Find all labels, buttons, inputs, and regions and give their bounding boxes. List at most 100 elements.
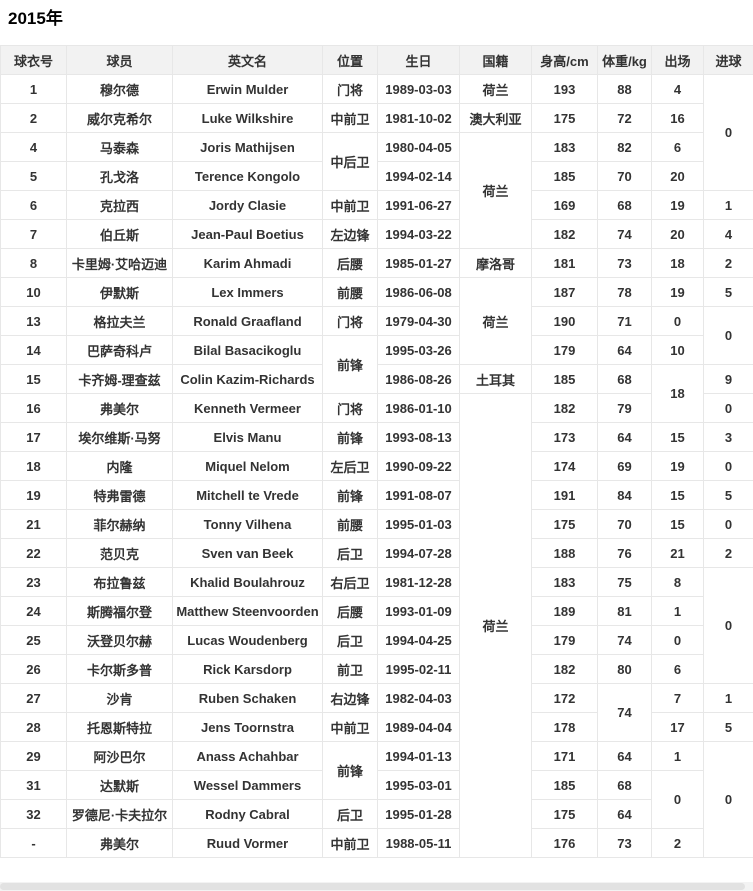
table-cell: 中前卫 — [322, 103, 378, 134]
table-cell: 74 — [597, 625, 652, 656]
table-row: 17 埃尔维斯·马努 Elvis Manu 前锋 1993-08-13 173 64 15 3 — [0, 422, 753, 453]
table-cell: 1989-03-03 — [377, 74, 460, 105]
table-row: 14 巴萨奇科卢 Bilal Basacikoglu 前锋 1995-03-26 179 6… — [0, 335, 753, 395]
table-cell: 0 — [703, 393, 753, 424]
table-cell: 173 — [531, 422, 598, 453]
scrollbar-thumb[interactable] — [0, 883, 746, 891]
table-cell: 72 — [597, 103, 652, 134]
table-cell: 1 — [703, 683, 753, 714]
table-cell: 孔戈洛 — [66, 161, 173, 192]
table-cell: 左后卫 — [322, 451, 378, 482]
table-cell: 中后卫 — [322, 132, 378, 192]
table-cell: 1979-04-30 — [377, 306, 460, 337]
table-cell: 191 — [531, 480, 598, 511]
table-cell: 18 — [651, 364, 704, 424]
table-cell: Tonny Vilhena — [172, 509, 323, 540]
table-cell: 0 — [703, 567, 753, 685]
table-cell: 4 — [651, 74, 704, 105]
table-cell: 荷兰 — [459, 277, 532, 366]
table-row: - 弗美尔 Ruud Vormer 中前卫 1988-05-11 176 73 2 — [0, 828, 753, 859]
table-cell: 182 — [531, 393, 598, 424]
table-cell: 81 — [597, 596, 652, 627]
table-row: 21 菲尔赫纳 Tonny Vilhena 前腰 1995-01-03 175 70 15 0 — [0, 509, 753, 540]
table-cell: 克拉西 — [66, 190, 173, 221]
table-cell: 斯腾福尔登 — [66, 596, 173, 627]
table-cell: Rodny Cabral — [172, 799, 323, 830]
table-cell: Jean-Paul Boetius — [172, 219, 323, 250]
table-cell: 后卫 — [322, 538, 378, 569]
table-cell: 181 — [531, 248, 598, 279]
table-cell: 13 — [0, 306, 67, 337]
table-cell: 74 — [597, 683, 652, 743]
table-cell: 9 — [703, 364, 753, 395]
table-cell: 沙肯 — [66, 683, 173, 714]
table-cell: 1991-06-27 — [377, 190, 460, 221]
table-cell: 前卫 — [322, 654, 378, 685]
table-row: 27 沙肯 Ruben Schaken 右边锋 1982-04-03 172 74 7 1 — [0, 683, 753, 743]
table-row: 10 伊默斯 Lex Immers 前腰 1986-06-08 荷兰 187 78 19 5 — [0, 277, 753, 366]
table-cell: 卡齐姆-理查兹 — [66, 364, 173, 395]
table-cell: 31 — [0, 770, 67, 801]
table-cell: 68 — [597, 190, 652, 221]
table-cell: Bilal Basacikoglu — [172, 335, 323, 366]
table-cell: 6 — [0, 190, 67, 221]
table-cell: 175 — [531, 103, 598, 134]
table-cell: 1994-02-14 — [377, 161, 460, 192]
table-row: 25 沃登贝尔赫 Lucas Woudenberg 后卫 1994-04-25 179 74… — [0, 625, 753, 656]
table-cell: 1990-09-22 — [377, 451, 460, 482]
table-cell: 中前卫 — [322, 828, 378, 859]
column-header: 生日 — [377, 45, 460, 76]
table-cell: Wessel Dammers — [172, 770, 323, 801]
table-cell: 189 — [531, 596, 598, 627]
column-header: 位置 — [322, 45, 378, 76]
table-cell: Kenneth Vermeer — [172, 393, 323, 424]
table-cell: 伊默斯 — [66, 277, 173, 308]
page: 2015年 球衣号 球员 英文名 位置 生日 国籍 身高/cm 体重/kg 出场 进球 1 穆尔德 E… — [0, 9, 753, 891]
table-cell: 19 — [651, 277, 704, 308]
table-cell: 1994-07-28 — [377, 538, 460, 569]
table-cell: 1989-04-04 — [377, 712, 460, 743]
table-cell: 1995-02-11 — [377, 654, 460, 685]
table-cell: Luke Wilkshire — [172, 103, 323, 134]
table-row: 26 卡尔斯多普 Rick Karsdorp 前卫 1995-02-11 182 80 6 — [0, 654, 753, 685]
table-cell: 2 — [651, 828, 704, 859]
table-cell: 1 — [651, 741, 704, 772]
table-cell: 左边锋 — [322, 219, 378, 250]
table-cell: 后卫 — [322, 799, 378, 830]
table-cell: 2 — [703, 248, 753, 279]
table-row: 5 孔戈洛 Terence Kongolo 1994-02-14 185 70 20 — [0, 161, 753, 192]
table-cell: 16 — [0, 393, 67, 424]
table-cell: 183 — [531, 567, 598, 598]
table-cell: 荷兰 — [459, 132, 532, 250]
table-cell: 23 — [0, 567, 67, 598]
column-header: 英文名 — [172, 45, 323, 76]
table-cell: 64 — [597, 741, 652, 772]
table-cell: 菲尔赫纳 — [66, 509, 173, 540]
table-cell: 格拉夫兰 — [66, 306, 173, 337]
table-cell: 15 — [651, 422, 704, 453]
table-cell: 17 — [651, 712, 704, 743]
table-cell: 8 — [0, 248, 67, 279]
table-cell: 19 — [651, 451, 704, 482]
table-row: 29 阿沙巴尔 Anass Achahbar 前锋 1994-01-13 171 64 1 0 — [0, 741, 753, 859]
table-cell: 1995-03-01 — [377, 770, 460, 801]
table-cell: 后卫 — [322, 625, 378, 656]
table-cell: 门将 — [322, 74, 378, 105]
table-cell: 1995-01-28 — [377, 799, 460, 830]
table-cell: 2 — [703, 538, 753, 569]
table-cell: 卡里姆·艾哈迈迪 — [66, 248, 173, 279]
table-cell: Joris Mathijsen — [172, 132, 323, 163]
table-cell: 1982-04-03 — [377, 683, 460, 714]
table-cell: 沃登贝尔赫 — [66, 625, 173, 656]
table-cell: 0 — [703, 509, 753, 540]
table-cell: 26 — [0, 654, 67, 685]
table-cell: 达默斯 — [66, 770, 173, 801]
column-header: 体重/kg — [597, 45, 652, 76]
page-title: 2015年 — [8, 9, 63, 28]
table-cell: Lucas Woudenberg — [172, 625, 323, 656]
table-cell: 1 — [0, 74, 67, 105]
horizontal-scrollbar[interactable] — [0, 882, 753, 891]
table-cell: 73 — [597, 828, 652, 859]
table-cell: 土耳其 — [459, 364, 532, 395]
column-header: 身高/cm — [531, 45, 598, 76]
